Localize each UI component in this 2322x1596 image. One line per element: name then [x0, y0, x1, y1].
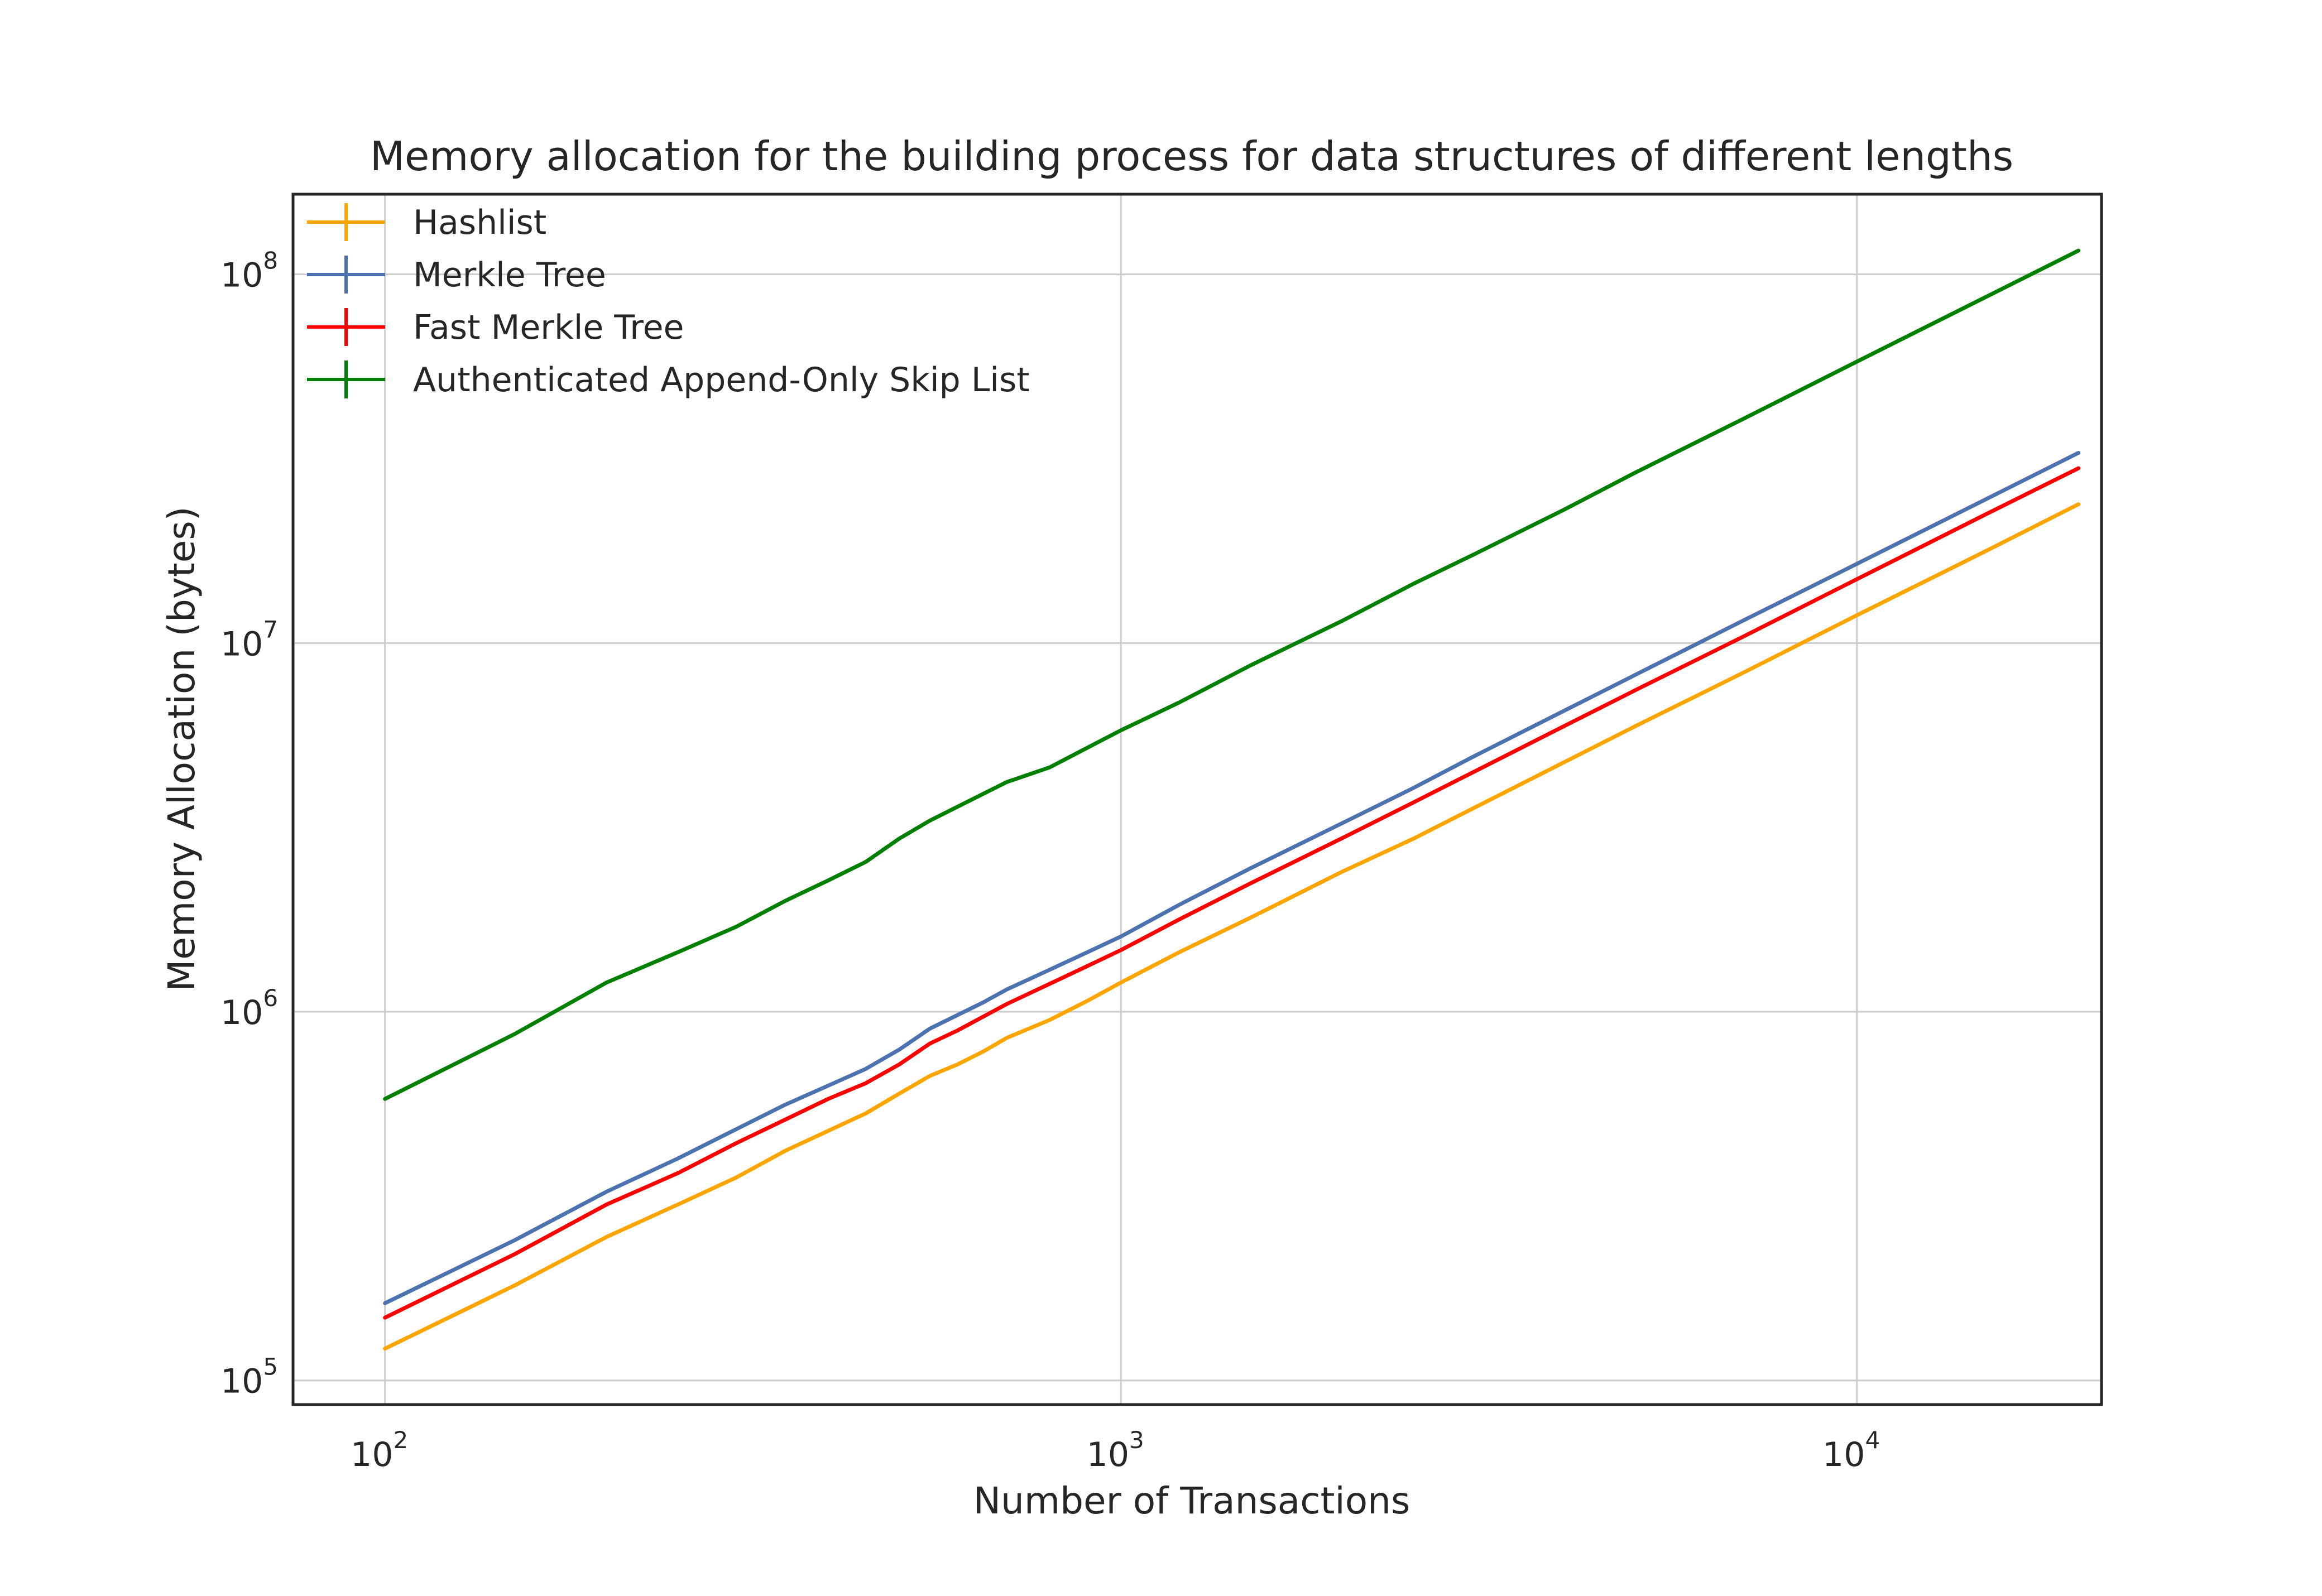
y-axis-label: Memory Allocation (bytes)	[160, 506, 203, 991]
y-tick-label: 105	[220, 1353, 278, 1401]
legend-label: Merkle Tree	[413, 256, 606, 295]
x-axis-label: Number of Transactions	[973, 1479, 1411, 1522]
legend-label: Authenticated Append-Only Skip List	[413, 360, 1030, 400]
x-tick-labels: 102 103 104	[351, 1426, 1880, 1474]
plot-lines	[383, 248, 2081, 1351]
series-line-2	[383, 451, 2081, 1305]
y-tick-label: 108	[220, 247, 278, 295]
legend-item: Hashlist	[307, 203, 546, 242]
series-line-4	[383, 248, 2081, 1101]
series-line-1	[383, 502, 2081, 1351]
legend-label: Hashlist	[413, 203, 546, 242]
y-tick-label: 106	[220, 984, 278, 1032]
y-tick-label: 107	[220, 616, 278, 664]
legend-label: Fast Merkle Tree	[413, 308, 684, 347]
legend-item: Fast Merkle Tree	[307, 308, 684, 347]
x-tick-label: 104	[1822, 1426, 1880, 1474]
grid	[293, 194, 2102, 1405]
x-tick-label: 102	[351, 1426, 408, 1474]
series-line-3	[383, 466, 2081, 1320]
legend-item: Merkle Tree	[307, 256, 606, 295]
chart-title: Memory allocation for the building proce…	[370, 133, 2013, 180]
legend: Hashlist Merkle Tree Fast Merkle Tree Authe…	[307, 203, 1030, 400]
x-tick-label: 103	[1087, 1426, 1144, 1474]
y-tick-labels: 105 106 107 108	[220, 247, 278, 1401]
plot-frame	[291, 193, 2103, 1406]
legend-item: Authenticated Append-Only Skip List	[307, 360, 1030, 400]
